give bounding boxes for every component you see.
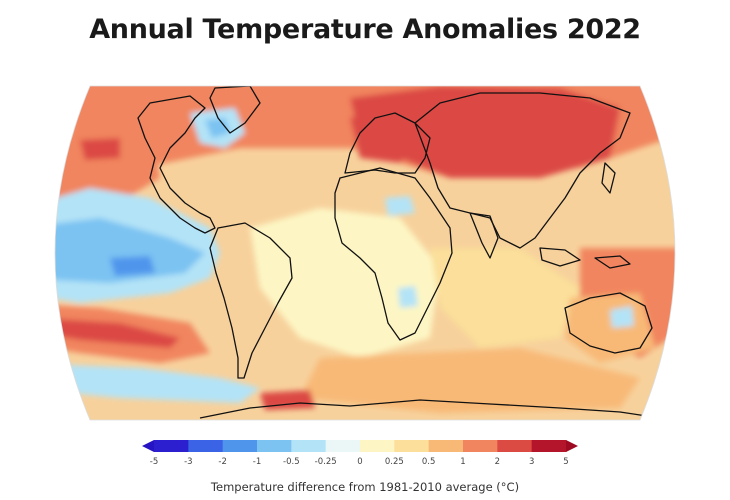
antarctica-coastline [199,399,661,419]
sahara-cool-spot [385,196,415,216]
indian-ocean-neutral-region [430,248,580,348]
legend-tick-label: -5 [150,457,158,467]
legend-tick-label: -0.25 [315,457,337,467]
legend-tick-label: -2 [218,457,226,467]
legend-bin [154,440,189,452]
legend-bin [463,440,498,452]
color-legend: -5 -3 -2 -1 -0.5 -0.25 0 0.25 0.5 1 2 3 5 [140,440,580,500]
legend-bin [291,440,327,452]
legend-tick-label: -1 [253,457,261,467]
new-guinea-coastline [594,255,631,269]
legend-bin [188,440,224,452]
pacific-cold-tongue-mid [55,218,205,283]
legend-max-extension [566,440,578,452]
japan-coastline [601,162,616,194]
pacific-cold-tongue-core [110,256,155,276]
greenland-coastline [209,86,261,134]
eastern-australia-cool-spot [610,306,634,328]
antarctic-hot-spot [260,390,315,410]
australia-warm-region [565,293,655,363]
south-pacific-hot-band [55,318,180,348]
legend-tick-label: 3 [529,457,534,467]
india-coastline [469,212,499,259]
legend-caption: Temperature difference from 1981-2010 av… [210,480,520,494]
southern-africa-cool-spot [398,286,418,308]
legend-bin [531,440,567,452]
legend-tick-label: 1 [460,457,465,467]
legend-bin [497,440,533,452]
legend-min-extension [142,440,154,452]
legend-bin [257,440,292,452]
asia-coastline [414,92,631,249]
legend-bin [325,440,361,452]
australia-coastline [564,292,653,354]
legend-tick-label: 5 [563,457,568,467]
legend-tick-label: 0 [357,457,362,467]
siberia-hot-region [350,86,620,178]
anomaly-field [55,86,675,420]
europe-coastline [344,112,431,174]
north-america-coastline [137,95,216,234]
world-map [20,78,710,428]
new-zealand-coastline [664,347,675,369]
north-pacific-warm-region [55,123,160,208]
southeast-asia-islands [539,247,581,267]
africa-coastline [334,167,453,341]
legend-tick-label: -0.5 [283,457,300,467]
legend-tick-label: -3 [184,457,192,467]
europe-hot-region [350,108,420,163]
globe-outline [54,85,676,421]
legend-bin [222,440,258,452]
north-pacific-hot-spot [80,138,120,160]
coastlines [137,86,675,419]
legend-tick-label: 0.25 [385,457,404,467]
legend-bin [360,440,395,452]
legend-bin [428,440,464,452]
legend-bin [394,440,430,452]
south-america-coastline [209,222,293,379]
map-title: Annual Temperature Anomalies 2022 [89,14,641,45]
south-indian-warm-band [300,348,640,413]
legend-tick-label: 2 [495,457,500,467]
legend-tick-label: 0.5 [422,457,436,467]
atlantic-neutral-region [250,208,440,358]
greenland-cold-core [205,118,230,138]
